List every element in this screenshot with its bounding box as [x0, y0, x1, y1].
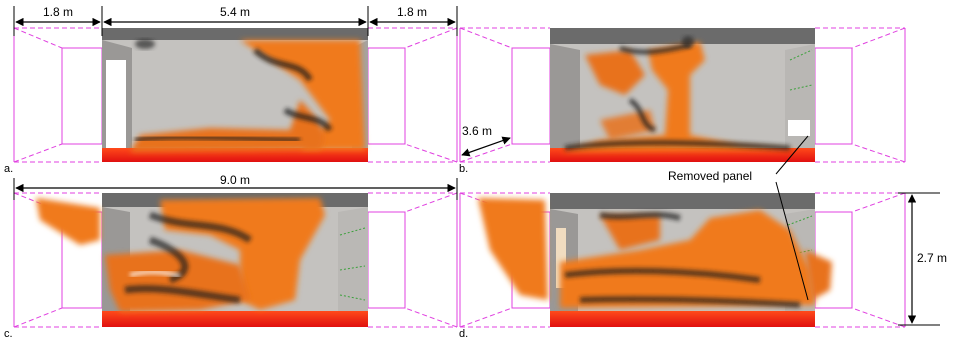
removed-panel-label: Removed panel — [668, 169, 752, 183]
room-height: 2.7 m — [917, 251, 947, 265]
right-annex-wireframe — [367, 27, 458, 163]
room-length: 5.4 m — [220, 5, 250, 19]
right-annex-wireframe — [367, 192, 458, 328]
dimension-right-annex: 1.8 m — [369, 5, 458, 36]
left-annex-wireframe — [459, 27, 551, 163]
panel-d-label: d. — [459, 328, 468, 340]
panel-b: b. — [459, 27, 906, 175]
fire-plume — [36, 198, 325, 312]
dimension-depth: 3.6 m — [461, 124, 511, 157]
dimension-height: 2.7 m — [898, 192, 947, 326]
removed-panel-callout: Removed panel — [668, 135, 809, 301]
room-depth: 3.6 m — [462, 124, 492, 138]
fire-plume — [478, 198, 832, 308]
panel-c-label: c. — [4, 328, 13, 340]
fire-plume — [560, 36, 800, 152]
fire-plume — [130, 39, 365, 152]
dimension-left-annex: 1.8 m — [13, 5, 103, 36]
right-annex-wireframe — [814, 192, 906, 328]
right-annex-wireframe — [814, 27, 906, 163]
left-annex-length: 1.8 m — [43, 5, 73, 19]
panel-b-label: b. — [459, 163, 468, 175]
panel-a: a. — [4, 27, 458, 175]
panel-c: c. — [4, 192, 458, 340]
dimension-total-length: 9.0 m — [13, 173, 458, 200]
panel-a-label: a. — [4, 163, 13, 175]
total-length: 9.0 m — [220, 173, 250, 187]
left-annex-wireframe — [13, 27, 103, 163]
dimension-room-length: 5.4 m — [103, 5, 369, 36]
panel-d: d. — [459, 192, 906, 340]
right-annex-length: 1.8 m — [397, 5, 427, 19]
